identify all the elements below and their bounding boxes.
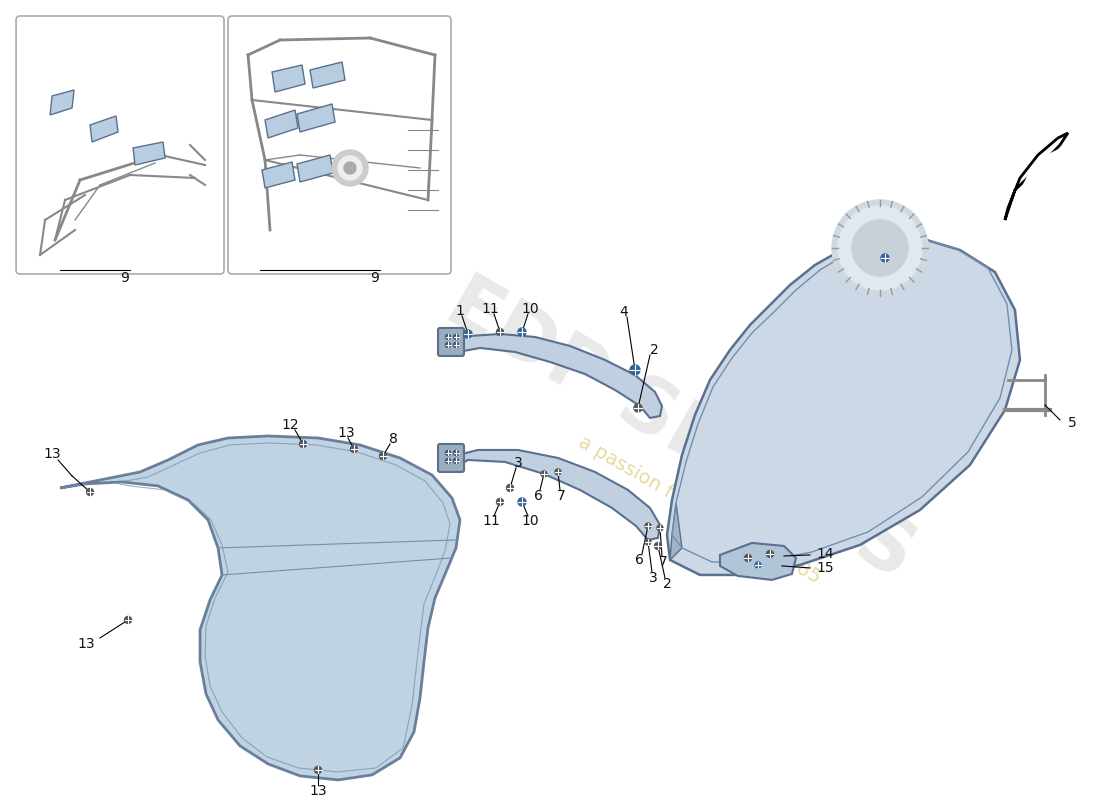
Text: 6: 6	[635, 553, 643, 567]
Text: 6: 6	[534, 489, 542, 503]
Circle shape	[496, 329, 504, 335]
Circle shape	[645, 523, 651, 529]
Text: 11: 11	[482, 514, 499, 528]
FancyBboxPatch shape	[228, 16, 451, 274]
Polygon shape	[458, 450, 660, 540]
Circle shape	[832, 200, 928, 296]
Text: 5: 5	[1068, 416, 1077, 430]
Text: 2: 2	[650, 343, 659, 357]
Circle shape	[453, 450, 459, 455]
Text: EDP SPARES: EDP SPARES	[433, 266, 927, 594]
Text: 1: 1	[455, 304, 464, 318]
Text: 12: 12	[282, 418, 299, 432]
Circle shape	[518, 328, 526, 336]
Text: 4: 4	[619, 305, 628, 319]
Circle shape	[755, 562, 761, 568]
Text: 14: 14	[816, 547, 834, 561]
Polygon shape	[667, 238, 1020, 575]
Circle shape	[315, 766, 321, 774]
Circle shape	[453, 334, 459, 339]
Circle shape	[338, 156, 362, 180]
Circle shape	[506, 485, 514, 491]
Circle shape	[453, 342, 459, 347]
Polygon shape	[1012, 150, 1058, 210]
Circle shape	[745, 554, 751, 562]
Text: a passion for motoring 1985: a passion for motoring 1985	[575, 433, 825, 587]
Polygon shape	[670, 503, 682, 560]
Polygon shape	[458, 334, 662, 418]
Circle shape	[446, 450, 451, 455]
Circle shape	[654, 542, 661, 550]
Polygon shape	[265, 110, 298, 138]
Circle shape	[351, 446, 358, 453]
Circle shape	[453, 458, 459, 463]
Text: 8: 8	[388, 432, 397, 446]
Circle shape	[464, 330, 472, 338]
Circle shape	[838, 206, 922, 290]
Circle shape	[518, 498, 526, 506]
Text: 15: 15	[816, 561, 834, 575]
Text: 13: 13	[43, 447, 60, 461]
Circle shape	[541, 471, 547, 477]
Circle shape	[344, 162, 356, 174]
Polygon shape	[133, 142, 165, 165]
Text: 3: 3	[649, 571, 658, 585]
Polygon shape	[50, 90, 74, 115]
Circle shape	[556, 469, 561, 475]
Circle shape	[332, 150, 368, 186]
Polygon shape	[272, 65, 305, 92]
Circle shape	[881, 254, 889, 262]
Text: 13: 13	[309, 784, 327, 798]
Circle shape	[630, 365, 640, 375]
Circle shape	[446, 334, 451, 339]
Circle shape	[446, 458, 451, 463]
Text: 13: 13	[77, 637, 95, 651]
Circle shape	[852, 220, 907, 276]
Circle shape	[645, 539, 651, 545]
Text: 7: 7	[659, 555, 668, 569]
FancyBboxPatch shape	[16, 16, 224, 274]
FancyBboxPatch shape	[438, 444, 464, 472]
Circle shape	[299, 441, 307, 447]
Text: 13: 13	[338, 426, 355, 440]
Circle shape	[124, 617, 132, 623]
Polygon shape	[720, 543, 796, 580]
Polygon shape	[60, 436, 460, 780]
Text: 10: 10	[521, 302, 539, 316]
Circle shape	[767, 550, 773, 558]
Polygon shape	[310, 62, 345, 88]
Text: 9: 9	[121, 271, 130, 285]
Circle shape	[87, 489, 94, 495]
Circle shape	[657, 525, 663, 531]
Circle shape	[496, 498, 504, 506]
Text: 11: 11	[481, 302, 499, 316]
Polygon shape	[297, 155, 333, 182]
Polygon shape	[1005, 133, 1068, 220]
Text: 7: 7	[557, 489, 565, 503]
Circle shape	[634, 404, 642, 412]
FancyBboxPatch shape	[438, 328, 464, 356]
Text: 3: 3	[514, 456, 522, 470]
Circle shape	[379, 453, 386, 459]
Circle shape	[446, 342, 451, 347]
Text: 10: 10	[521, 514, 539, 528]
Polygon shape	[297, 104, 336, 132]
Text: 9: 9	[371, 271, 380, 285]
Polygon shape	[90, 116, 118, 142]
Polygon shape	[262, 162, 295, 188]
Text: 2: 2	[662, 577, 671, 591]
